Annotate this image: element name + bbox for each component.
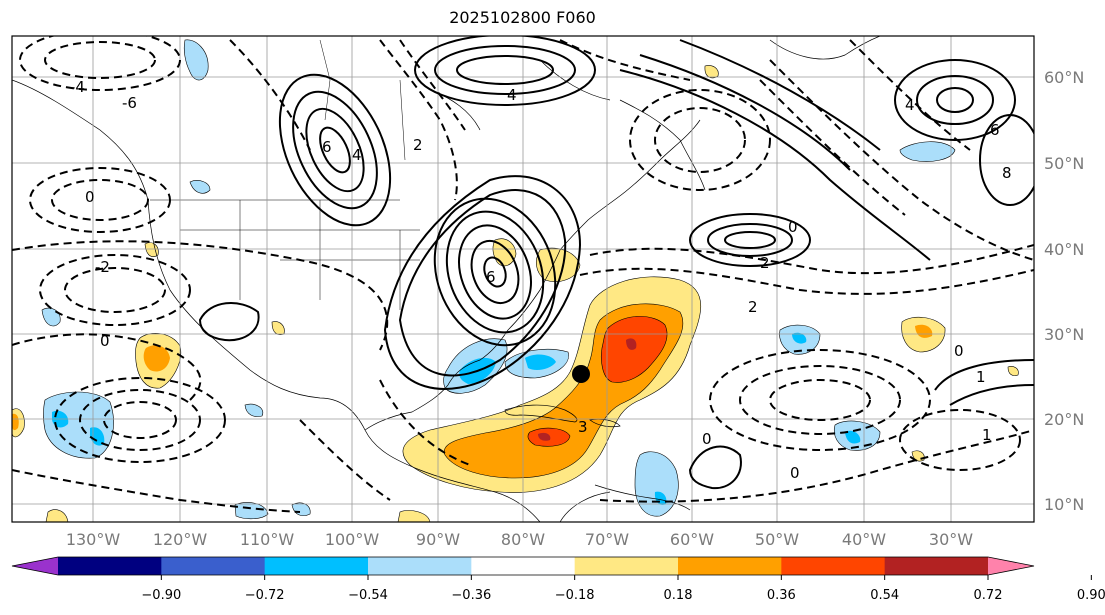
contour-label: -6 bbox=[122, 94, 137, 112]
colorbar-tick-label: −0.36 bbox=[451, 588, 491, 603]
lon-label: 70°W bbox=[585, 530, 629, 549]
lon-label: 50°W bbox=[755, 530, 799, 549]
colorbar-tick-label: 0.54 bbox=[870, 588, 899, 603]
colorbar: −0.90 −0.72 −0.54 −0.36 −0.18 0.18 0.36 0.54 0.7… bbox=[11, 556, 1105, 603]
contour-label: 1 bbox=[976, 368, 986, 386]
colorbar-cell bbox=[368, 557, 472, 575]
contour-label: 6 bbox=[322, 138, 332, 156]
contour-label: 3 bbox=[578, 418, 588, 436]
contour-label: -2 bbox=[95, 258, 110, 276]
colorbar-cell bbox=[471, 557, 576, 575]
coastlines bbox=[12, 36, 881, 522]
lon-label: 40°W bbox=[842, 530, 886, 549]
contour-label: 1 bbox=[982, 426, 992, 444]
storm-center-marker bbox=[572, 365, 590, 383]
lat-label: 10°N bbox=[1044, 495, 1084, 514]
lon-label: 30°W bbox=[929, 530, 973, 549]
contour-label: -4 bbox=[70, 78, 85, 96]
contour-label: 2 bbox=[748, 298, 758, 316]
lon-label: 110°W bbox=[240, 530, 295, 549]
colorbar-tick-label: 0.90 bbox=[1077, 588, 1105, 603]
longitude-labels: 130°W 120°W 110°W 100°W 90°W 80°W 70°W 6… bbox=[66, 530, 973, 549]
greenland-coastline bbox=[769, 36, 881, 60]
lon-label: 90°W bbox=[416, 530, 460, 549]
contour-value-labels: -6 -4 -2 0 0 0 0 0 0 2 2 2 4 4 4 6 6 6 8… bbox=[70, 78, 1012, 482]
colorbar-tick-label: 0.36 bbox=[767, 588, 796, 603]
colorbar-tick-label: −0.72 bbox=[245, 588, 285, 603]
chart-title: 2025102800 F060 bbox=[449, 8, 596, 27]
colorbar-tick-label: 0.18 bbox=[664, 588, 693, 603]
lon-label: 100°W bbox=[325, 530, 380, 549]
contour-label: 0 bbox=[954, 342, 964, 360]
lon-label: 120°W bbox=[153, 530, 208, 549]
lon-label: 130°W bbox=[66, 530, 121, 549]
lat-label: 50°N bbox=[1044, 154, 1084, 173]
lat-label: 60°N bbox=[1044, 68, 1084, 87]
contour-label: 2 bbox=[760, 254, 770, 272]
contour-label: 4 bbox=[507, 86, 517, 104]
positive-contours bbox=[198, 36, 1034, 490]
cuba-coastline bbox=[504, 404, 578, 423]
shaded-anomaly-fields bbox=[12, 39, 1019, 522]
contour-label: 6 bbox=[990, 121, 1000, 139]
lat-label: 30°N bbox=[1044, 325, 1084, 344]
gridlines bbox=[12, 36, 1034, 522]
contour-label: 0 bbox=[788, 218, 798, 236]
colorbar-extend-right bbox=[988, 557, 1034, 575]
colorbar-tick-label: −0.18 bbox=[555, 588, 595, 603]
contour-label: 0 bbox=[702, 430, 712, 448]
colorbar-tick-label: −0.54 bbox=[348, 588, 388, 603]
colorbar-cell bbox=[884, 557, 989, 575]
contour-label: 2 bbox=[413, 136, 423, 154]
colorbar-cell bbox=[781, 557, 886, 575]
contour-label: 4 bbox=[905, 96, 915, 114]
latitude-labels: 60°N 50°N 40°N 30°N 20°N 10°N bbox=[1044, 68, 1084, 514]
colorbar-cell bbox=[574, 557, 679, 575]
colorbar-cell bbox=[264, 557, 369, 575]
north-america-coastline bbox=[12, 79, 541, 522]
colorbar-cell bbox=[58, 557, 162, 575]
negative-contours bbox=[12, 36, 1034, 513]
contour-label: 0 bbox=[100, 332, 110, 350]
lon-label: 80°W bbox=[501, 530, 545, 549]
colorbar-tick-label: 0.72 bbox=[974, 588, 1003, 603]
colorbar-cell bbox=[678, 557, 782, 575]
colorbar-extend-left bbox=[12, 557, 58, 575]
lat-label: 40°N bbox=[1044, 240, 1084, 259]
colorbar-cell bbox=[161, 557, 266, 575]
colorbar-tick-label: −0.90 bbox=[141, 588, 181, 603]
contour-label: 0 bbox=[85, 188, 95, 206]
contour-label: 6 bbox=[486, 268, 496, 286]
contour-label: 0 bbox=[790, 464, 800, 482]
map-frame bbox=[11, 35, 1035, 523]
colorbar-outline bbox=[11, 556, 1035, 576]
contour-label: 4 bbox=[352, 146, 362, 164]
lon-label: 60°W bbox=[670, 530, 714, 549]
contour-label: 8 bbox=[1002, 164, 1012, 182]
lat-label: 20°N bbox=[1044, 410, 1084, 429]
